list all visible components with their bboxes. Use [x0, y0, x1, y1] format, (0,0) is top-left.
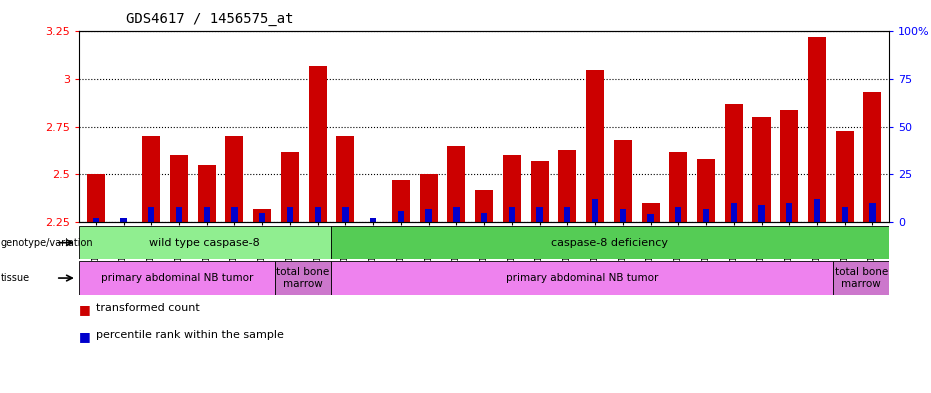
Bar	[503, 155, 520, 222]
Bar	[120, 218, 127, 222]
Bar	[79, 226, 331, 259]
Bar	[614, 140, 632, 222]
Bar	[808, 37, 826, 222]
Bar	[336, 136, 355, 222]
Text: transformed count: transformed count	[96, 303, 199, 312]
Bar	[814, 199, 820, 222]
Bar	[786, 203, 792, 222]
Bar	[870, 203, 876, 222]
Bar	[641, 203, 659, 222]
Bar	[176, 207, 182, 222]
Bar	[724, 104, 743, 222]
Bar	[87, 174, 105, 222]
Text: wild type caspase-8: wild type caspase-8	[150, 238, 260, 248]
Bar	[836, 130, 854, 222]
Bar	[669, 152, 687, 222]
Bar	[475, 190, 493, 222]
Bar	[425, 209, 432, 222]
Bar	[79, 261, 275, 295]
Bar	[620, 209, 626, 222]
Bar	[731, 203, 737, 222]
Text: GDS4617 / 1456575_at: GDS4617 / 1456575_at	[126, 12, 293, 26]
Text: total bone
marrow: total bone marrow	[834, 267, 888, 289]
Bar	[703, 209, 709, 222]
Bar	[370, 218, 376, 222]
Bar	[842, 207, 848, 222]
Bar	[586, 70, 604, 222]
Bar	[331, 261, 833, 295]
Bar	[398, 211, 404, 222]
Bar	[392, 180, 410, 222]
Bar	[536, 207, 543, 222]
Bar	[309, 66, 327, 222]
Bar	[231, 207, 237, 222]
Bar	[675, 207, 681, 222]
Bar	[315, 207, 321, 222]
Bar	[647, 215, 654, 222]
Bar	[287, 207, 293, 222]
Bar	[833, 261, 889, 295]
Bar	[275, 261, 331, 295]
Bar	[863, 92, 882, 222]
Bar	[448, 146, 466, 222]
Bar	[453, 207, 460, 222]
Text: percentile rank within the sample: percentile rank within the sample	[96, 330, 284, 340]
Bar	[331, 226, 889, 259]
Bar	[564, 207, 571, 222]
Bar	[752, 117, 771, 222]
Bar	[531, 161, 548, 222]
Bar	[508, 207, 515, 222]
Bar	[780, 110, 798, 222]
Bar	[592, 199, 599, 222]
Text: primary abdominal NB tumor: primary abdominal NB tumor	[506, 273, 658, 283]
Bar	[281, 152, 299, 222]
Bar	[197, 165, 216, 222]
Bar	[92, 218, 99, 222]
Bar	[142, 136, 160, 222]
Text: tissue: tissue	[1, 273, 30, 283]
Text: ■: ■	[79, 330, 91, 343]
Bar	[697, 159, 715, 222]
Text: caspase-8 deficiency: caspase-8 deficiency	[551, 238, 668, 248]
Text: genotype/variation: genotype/variation	[1, 238, 93, 248]
Text: total bone
marrow: total bone marrow	[276, 267, 330, 289]
Bar	[343, 207, 348, 222]
Bar	[420, 174, 438, 222]
Text: primary abdominal NB tumor: primary abdominal NB tumor	[101, 273, 253, 283]
Bar	[481, 213, 487, 222]
Bar	[204, 207, 209, 222]
Bar	[148, 207, 155, 222]
Text: ■: ■	[79, 303, 91, 316]
Bar	[170, 155, 188, 222]
Bar	[259, 213, 265, 222]
Bar	[225, 136, 244, 222]
Bar	[253, 209, 271, 222]
Bar	[559, 150, 576, 222]
Bar	[759, 205, 764, 222]
